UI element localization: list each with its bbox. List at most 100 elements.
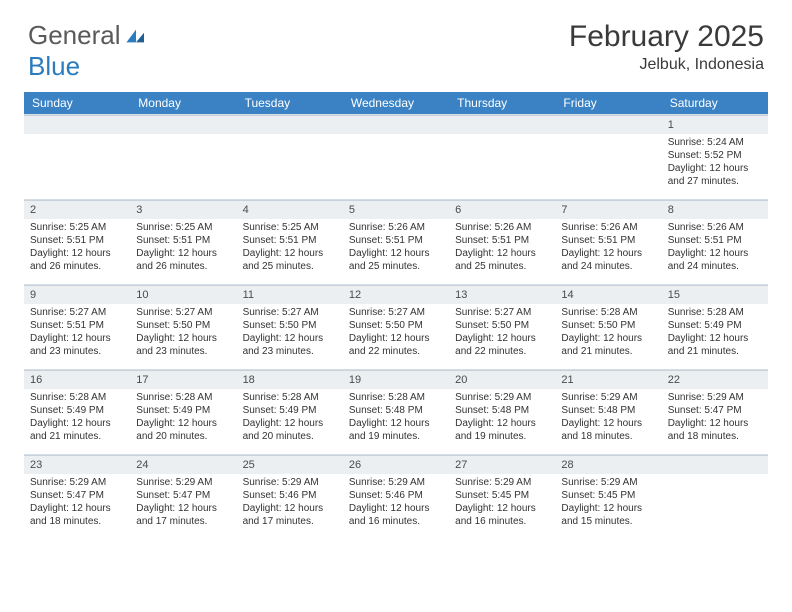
weekday-label: Wednesday	[343, 92, 449, 114]
cell-body: Sunrise: 5:29 AMSunset: 5:46 PMDaylight:…	[343, 476, 449, 532]
sunset-text: Sunset: 5:51 PM	[561, 234, 655, 247]
daylight-text: Daylight: 12 hours and 22 minutes.	[349, 332, 443, 358]
cell-body: Sunrise: 5:26 AMSunset: 5:51 PMDaylight:…	[555, 221, 661, 277]
cell-body: Sunrise: 5:29 AMSunset: 5:47 PMDaylight:…	[662, 391, 768, 447]
day-number	[237, 115, 343, 134]
day-number: 17	[130, 370, 236, 389]
cell-body: Sunrise: 5:27 AMSunset: 5:50 PMDaylight:…	[343, 306, 449, 362]
day-number: 26	[343, 455, 449, 474]
daylight-text: Daylight: 12 hours and 25 minutes.	[455, 247, 549, 273]
calendar-cell: 28Sunrise: 5:29 AMSunset: 5:45 PMDayligh…	[555, 455, 661, 539]
daylight-text: Daylight: 12 hours and 26 minutes.	[30, 247, 124, 273]
daylight-text: Daylight: 12 hours and 20 minutes.	[243, 417, 337, 443]
day-number: 12	[343, 285, 449, 304]
daylight-text: Daylight: 12 hours and 25 minutes.	[243, 247, 337, 273]
day-number: 5	[343, 200, 449, 219]
cell-body: Sunrise: 5:28 AMSunset: 5:48 PMDaylight:…	[343, 391, 449, 447]
sunrise-text: Sunrise: 5:26 AM	[455, 221, 549, 234]
sunrise-text: Sunrise: 5:29 AM	[561, 391, 655, 404]
sunset-text: Sunset: 5:51 PM	[668, 234, 762, 247]
calendar-cell	[130, 115, 236, 199]
sunset-text: Sunset: 5:50 PM	[136, 319, 230, 332]
sunset-text: Sunset: 5:46 PM	[349, 489, 443, 502]
sunrise-text: Sunrise: 5:28 AM	[668, 306, 762, 319]
sunset-text: Sunset: 5:51 PM	[455, 234, 549, 247]
weekday-label: Friday	[555, 92, 661, 114]
day-number	[449, 115, 555, 134]
cell-body: Sunrise: 5:26 AMSunset: 5:51 PMDaylight:…	[662, 221, 768, 277]
sunrise-text: Sunrise: 5:27 AM	[455, 306, 549, 319]
calendar-week: 1 Sunrise: 5:24 AMSunset: 5:52 PMDaylight…	[24, 114, 768, 199]
sunrise-text: Sunrise: 5:28 AM	[30, 391, 124, 404]
calendar-cell: 22Sunrise: 5:29 AMSunset: 5:47 PMDayligh…	[662, 370, 768, 454]
calendar-week: 23Sunrise: 5:29 AMSunset: 5:47 PMDayligh…	[24, 454, 768, 539]
sunset-text: Sunset: 5:50 PM	[349, 319, 443, 332]
sunrise-text: Sunrise: 5:27 AM	[243, 306, 337, 319]
sunrise-text: Sunrise: 5:26 AM	[349, 221, 443, 234]
sunrise-text: Sunrise: 5:26 AM	[561, 221, 655, 234]
sunset-text: Sunset: 5:48 PM	[349, 404, 443, 417]
day-number: 13	[449, 285, 555, 304]
day-number	[24, 115, 130, 134]
sunset-text: Sunset: 5:48 PM	[455, 404, 549, 417]
cell-body: Sunrise: 5:28 AMSunset: 5:49 PMDaylight:…	[237, 391, 343, 447]
sunrise-text: Sunrise: 5:28 AM	[243, 391, 337, 404]
calendar-grid: 1 Sunrise: 5:24 AMSunset: 5:52 PMDaylight…	[24, 114, 768, 539]
day-number: 27	[449, 455, 555, 474]
header: GeneralBlue February 2025 Jelbuk, Indone…	[0, 0, 792, 92]
cell-body	[449, 136, 555, 140]
sunset-text: Sunset: 5:49 PM	[136, 404, 230, 417]
daylight-text: Daylight: 12 hours and 25 minutes.	[349, 247, 443, 273]
day-number: 23	[24, 455, 130, 474]
calendar-cell	[662, 455, 768, 539]
cell-body: Sunrise: 5:29 AMSunset: 5:46 PMDaylight:…	[237, 476, 343, 532]
month-title: February 2025	[569, 20, 764, 54]
day-number: 24	[130, 455, 236, 474]
sunset-text: Sunset: 5:47 PM	[668, 404, 762, 417]
sunrise-text: Sunrise: 5:27 AM	[136, 306, 230, 319]
calendar-cell: 24Sunrise: 5:29 AMSunset: 5:47 PMDayligh…	[130, 455, 236, 539]
daylight-text: Daylight: 12 hours and 18 minutes.	[668, 417, 762, 443]
sunset-text: Sunset: 5:47 PM	[136, 489, 230, 502]
daylight-text: Daylight: 12 hours and 21 minutes.	[30, 417, 124, 443]
sunrise-text: Sunrise: 5:29 AM	[561, 476, 655, 489]
daylight-text: Daylight: 12 hours and 23 minutes.	[243, 332, 337, 358]
sunrise-text: Sunrise: 5:29 AM	[668, 391, 762, 404]
calendar-cell: 3Sunrise: 5:25 AMSunset: 5:51 PMDaylight…	[130, 200, 236, 284]
cell-body	[662, 476, 768, 480]
weekday-label: Monday	[130, 92, 236, 114]
calendar-cell	[237, 115, 343, 199]
day-number: 11	[237, 285, 343, 304]
daylight-text: Daylight: 12 hours and 16 minutes.	[349, 502, 443, 528]
cell-body: Sunrise: 5:29 AMSunset: 5:45 PMDaylight:…	[449, 476, 555, 532]
day-number: 14	[555, 285, 661, 304]
daylight-text: Daylight: 12 hours and 22 minutes.	[455, 332, 549, 358]
calendar: SundayMondayTuesdayWednesdayThursdayFrid…	[0, 92, 792, 539]
logo-mark-icon	[125, 20, 147, 51]
day-number: 1	[662, 115, 768, 134]
title-block: February 2025 Jelbuk, Indonesia	[569, 20, 764, 74]
cell-body	[237, 136, 343, 140]
day-number: 20	[449, 370, 555, 389]
day-number: 25	[237, 455, 343, 474]
sunrise-text: Sunrise: 5:29 AM	[136, 476, 230, 489]
cell-body: Sunrise: 5:24 AMSunset: 5:52 PMDaylight:…	[662, 136, 768, 192]
daylight-text: Daylight: 12 hours and 17 minutes.	[243, 502, 337, 528]
calendar-cell: 9Sunrise: 5:27 AMSunset: 5:51 PMDaylight…	[24, 285, 130, 369]
cell-body: Sunrise: 5:29 AMSunset: 5:48 PMDaylight:…	[449, 391, 555, 447]
calendar-cell: 5 Sunrise: 5:26 AMSunset: 5:51 PMDaylight…	[343, 200, 449, 284]
cell-body: Sunrise: 5:26 AMSunset: 5:51 PMDaylight:…	[343, 221, 449, 277]
sunset-text: Sunset: 5:50 PM	[455, 319, 549, 332]
calendar-cell: 6 Sunrise: 5:26 AMSunset: 5:51 PMDaylight…	[449, 200, 555, 284]
sunrise-text: Sunrise: 5:25 AM	[136, 221, 230, 234]
day-number	[343, 115, 449, 134]
cell-body: Sunrise: 5:29 AMSunset: 5:48 PMDaylight:…	[555, 391, 661, 447]
calendar-cell: 17Sunrise: 5:28 AMSunset: 5:49 PMDayligh…	[130, 370, 236, 454]
calendar-cell: 11Sunrise: 5:27 AMSunset: 5:50 PMDayligh…	[237, 285, 343, 369]
sunrise-text: Sunrise: 5:28 AM	[349, 391, 443, 404]
sunrise-text: Sunrise: 5:27 AM	[30, 306, 124, 319]
cell-body: Sunrise: 5:28 AMSunset: 5:49 PMDaylight:…	[24, 391, 130, 447]
day-number: 6	[449, 200, 555, 219]
calendar-cell: 14Sunrise: 5:28 AMSunset: 5:50 PMDayligh…	[555, 285, 661, 369]
day-number: 21	[555, 370, 661, 389]
